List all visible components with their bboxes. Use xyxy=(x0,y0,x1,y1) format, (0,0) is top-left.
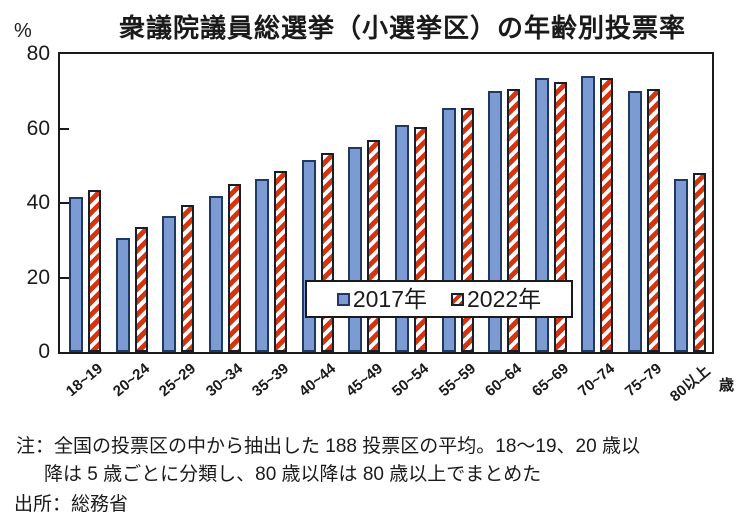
x-tick-label-50~54: 50~54 xyxy=(389,360,433,401)
legend-label-2022: 2022年 xyxy=(467,285,542,312)
bar-2017年-45~49 xyxy=(348,147,363,352)
x-tick-label-70~74: 70~74 xyxy=(575,360,619,401)
bar-2022年-25~29 xyxy=(181,205,195,352)
bar-2022年-20~24 xyxy=(134,227,148,352)
bar-2022年-30~34 xyxy=(227,184,241,352)
bar-2017年-25~29 xyxy=(162,216,177,352)
x-tick-label-35~39: 35~39 xyxy=(249,360,293,401)
bar-2017年-20~24 xyxy=(115,238,130,352)
x-tick-label-18~19: 18~19 xyxy=(63,360,107,401)
footnote-line-1: 注：全国の投票区の中から抽出した 188 投票区の平均。18～19、20 歳以 xyxy=(16,436,640,457)
bar-2017年-18~19 xyxy=(69,197,83,352)
y-tick-label-0: 0 xyxy=(38,340,50,363)
x-tick-label-80以上: 80以上 xyxy=(666,362,714,406)
x-tick-label-25~29: 25~29 xyxy=(156,360,200,401)
x-axis-unit-label: 歳 xyxy=(719,377,735,394)
y-tick-label-60: 60 xyxy=(26,116,50,140)
bar-2017年-40~44 xyxy=(301,160,316,352)
x-tick-label-40~44: 40~44 xyxy=(295,360,340,401)
legend-swatch-2017-icon xyxy=(336,292,350,306)
bar-2017年-75~79 xyxy=(627,91,642,352)
bar-2022年-18~19 xyxy=(88,190,101,352)
bar-2022年-40~44 xyxy=(320,153,334,352)
chart-title: 衆議院議員総選挙（小選挙区）の年齢別投票率 xyxy=(118,13,686,43)
x-tick-label-75~79: 75~79 xyxy=(621,360,666,401)
x-tick-label-55~59: 55~59 xyxy=(435,360,479,401)
y-tick-mark-20 xyxy=(60,276,69,279)
bar-2022年-80以上 xyxy=(693,173,707,352)
y-axis-unit-label: % xyxy=(14,20,32,42)
bar-2022年-70~74 xyxy=(600,78,614,352)
x-tick-label-65~69: 65~69 xyxy=(528,360,572,401)
source-note: 出所：総務省 xyxy=(14,494,129,515)
bar-2017年-35~39 xyxy=(255,179,270,352)
bar-2017年-80以上 xyxy=(674,179,689,352)
y-tick-label-20: 20 xyxy=(26,265,50,289)
bar-2022年-35~39 xyxy=(274,171,288,352)
y-tick-mark-60 xyxy=(60,127,69,130)
legend-item-2017: 2017年 xyxy=(336,285,427,312)
x-tick-label-60~64: 60~64 xyxy=(482,360,526,401)
bar-2017年-30~34 xyxy=(208,196,223,352)
y-tick-mark-40 xyxy=(60,202,69,204)
x-tick-label-30~34: 30~34 xyxy=(202,360,246,401)
bar-2022年-75~79 xyxy=(646,89,660,352)
bar-2022年-50~54 xyxy=(414,127,427,352)
legend: 2017年 2022年 xyxy=(305,280,573,318)
x-tick-label-45~49: 45~49 xyxy=(342,360,386,401)
footnote-line-2: 降は 5 歳ごとに分類し、80 歳以降は 80 歳以上でまとめた xyxy=(44,464,542,485)
bar-2017年-70~74 xyxy=(581,76,596,352)
legend-item-2022: 2022年 xyxy=(451,285,542,312)
legend-label-2017: 2017年 xyxy=(352,285,427,312)
bar-2022年-45~49 xyxy=(367,140,381,352)
legend-swatch-2022-icon xyxy=(451,292,464,306)
y-tick-label-40: 40 xyxy=(26,191,50,214)
y-tick-label-80: 80 xyxy=(26,42,50,65)
x-tick-label-20~24: 20~24 xyxy=(109,360,153,401)
